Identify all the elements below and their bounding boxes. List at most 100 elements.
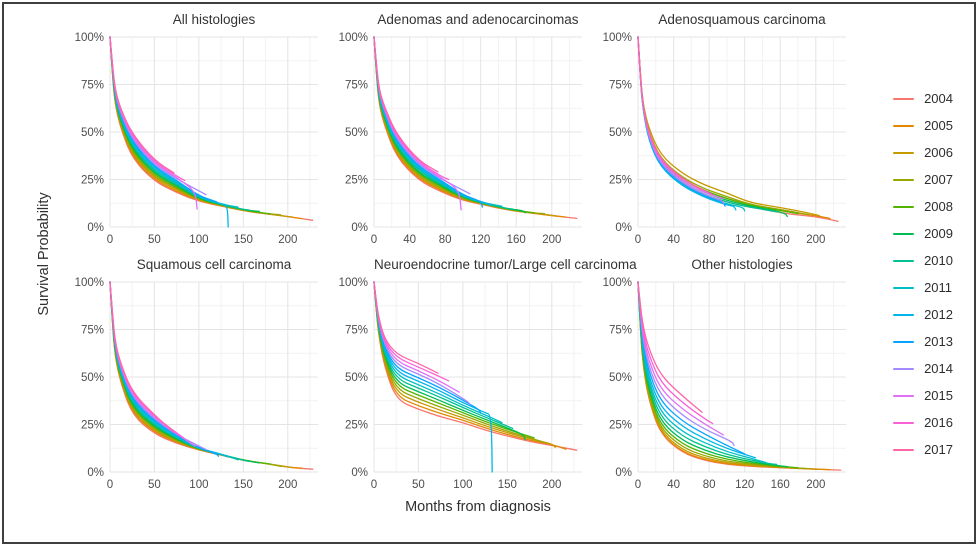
panel-squamous-cell-carcinoma: Squamous cell carcinoma 0% 25% 50% 75% 100% 0… — [64, 255, 328, 494]
x-tick-label: 120 — [735, 479, 754, 491]
panel-title: Adenomas and adenocarcinomas — [377, 12, 579, 27]
survival-plot-all-histologies: 0% 25% 50% 75% 100% 0 50 100 150 200 — [75, 32, 318, 246]
survival-curve-2007 — [637, 281, 810, 470]
y-tick-label: 25% — [345, 420, 368, 432]
legend-line-swatch — [893, 421, 915, 424]
survival-curve-2017 — [373, 281, 439, 374]
y-tick-label: 75% — [81, 80, 104, 92]
x-tick-label: 40 — [667, 234, 680, 246]
survival-curve-2005 — [109, 281, 303, 469]
y-tick-label: 50% — [345, 127, 368, 139]
x-tick-label: 120 — [735, 234, 754, 246]
legend-item-2014: 2014 — [893, 355, 953, 382]
x-tick-label: 0 — [635, 479, 641, 491]
legend-line-swatch — [893, 124, 915, 127]
survival-curve-2009 — [637, 281, 788, 468]
survival-plot-neuroendocrine-large-cell: 0% 25% 50% 75% 100% 0 50 100 150 200 — [339, 277, 582, 491]
y-tick-label: 25% — [345, 175, 368, 187]
x-tick-label: 100 — [189, 234, 208, 246]
panel-adenomas-adenocarcinomas: Adenomas and adenocarcinomas 0% 25% 50% 75%… — [328, 10, 592, 249]
survival-curve-2017 — [637, 281, 703, 413]
y-tick-label: 0% — [351, 222, 368, 234]
x-tick-label: 80 — [703, 234, 716, 246]
x-tick-label: 40 — [667, 479, 680, 491]
survival-curve-2005 — [109, 36, 303, 220]
y-tick-label: 25% — [81, 175, 104, 187]
panel-title: Neuroendocrine tumor/Large cell carcinom… — [374, 257, 637, 272]
legend-label: 2010 — [924, 253, 953, 268]
x-tick-label: 200 — [806, 234, 825, 246]
x-tick-label: 150 — [234, 234, 253, 246]
panel-all-histologies: All histologies 0% 25% 50% 75% 100% 0 50 100 150… — [64, 10, 328, 249]
legend-item-2012: 2012 — [893, 301, 953, 328]
legend-label: 2014 — [924, 361, 953, 376]
legend-label: 2011 — [924, 280, 953, 295]
survival-curve-2005 — [637, 281, 831, 471]
x-tick-label: 0 — [371, 234, 377, 246]
survival-curve-2004 — [637, 281, 842, 471]
survival-curve-2011 — [109, 36, 239, 208]
y-tick-label: 100% — [75, 277, 104, 289]
panel-title: Other histologies — [691, 257, 793, 272]
legend-line-swatch — [893, 340, 915, 343]
legend-label: 2017 — [924, 442, 953, 457]
legend-line-swatch — [893, 367, 915, 370]
x-tick-label: 40 — [403, 234, 416, 246]
x-tick-label: 50 — [148, 234, 161, 246]
survival-curve-2006 — [373, 36, 556, 217]
survival-curve-2007 — [109, 36, 282, 216]
survival-curve-2007 — [109, 281, 282, 467]
legend-item-2013: 2013 — [893, 328, 953, 355]
survival-curve-2006 — [637, 281, 820, 470]
y-tick-label: 100% — [603, 32, 632, 44]
legend-item-2007: 2007 — [893, 166, 953, 193]
legend-item-2017: 2017 — [893, 436, 953, 463]
legend-label: 2015 — [924, 388, 953, 403]
y-tick-label: 50% — [81, 372, 104, 384]
survival-curve-2010 — [637, 281, 778, 466]
legend-item-2005: 2005 — [893, 112, 953, 139]
y-tick-label: 0% — [615, 467, 632, 479]
x-tick-label: 200 — [542, 479, 561, 491]
y-tick-label: 50% — [609, 372, 632, 384]
y-tick-label: 50% — [609, 127, 632, 139]
y-tick-label: 0% — [87, 467, 104, 479]
survival-curve-2005 — [373, 36, 567, 218]
survival-curve-2015 — [373, 281, 460, 393]
x-tick-label: 80 — [703, 479, 716, 491]
legend-item-2006: 2006 — [893, 139, 953, 166]
y-tick-label: 75% — [609, 325, 632, 337]
legend-line-swatch — [893, 151, 915, 154]
y-tick-label: 100% — [603, 277, 632, 289]
legend-item-2009: 2009 — [893, 220, 953, 247]
x-tick-label: 160 — [771, 479, 790, 491]
survival-curve-2004 — [373, 36, 578, 220]
legend-line-swatch — [893, 178, 915, 181]
x-tick-label: 120 — [471, 234, 490, 246]
y-tick-label: 0% — [87, 222, 104, 234]
y-tick-label: 50% — [345, 372, 368, 384]
survival-curve-2004 — [109, 36, 314, 221]
x-axis-title: Months from diagnosis — [405, 499, 551, 515]
legend-label: 2013 — [924, 334, 953, 349]
x-tick-label: 50 — [412, 479, 425, 491]
legend-item-2004: 2004 — [893, 85, 953, 112]
legend-label: 2005 — [924, 118, 953, 133]
x-tick-label: 0 — [107, 234, 113, 246]
x-tick-label: 0 — [107, 479, 113, 491]
survival-curve-2006 — [637, 36, 820, 217]
y-tick-label: 50% — [81, 127, 104, 139]
x-tick-label: 0 — [371, 479, 377, 491]
y-tick-label: 100% — [339, 277, 368, 289]
x-tick-label: 100 — [453, 479, 472, 491]
legend: 2004 2005 2006 2007 2008 2009 2010 2011 2012 2013… — [893, 85, 953, 463]
survival-curve-2007 — [637, 36, 810, 216]
legend-line-swatch — [893, 97, 915, 100]
survival-curve-2011 — [373, 36, 503, 207]
legend-line-swatch — [893, 313, 915, 316]
legend-line-swatch — [893, 286, 915, 289]
x-tick-label: 80 — [439, 234, 452, 246]
y-tick-label: 0% — [351, 467, 368, 479]
x-tick-label: 0 — [635, 234, 641, 246]
legend-item-2008: 2008 — [893, 193, 953, 220]
